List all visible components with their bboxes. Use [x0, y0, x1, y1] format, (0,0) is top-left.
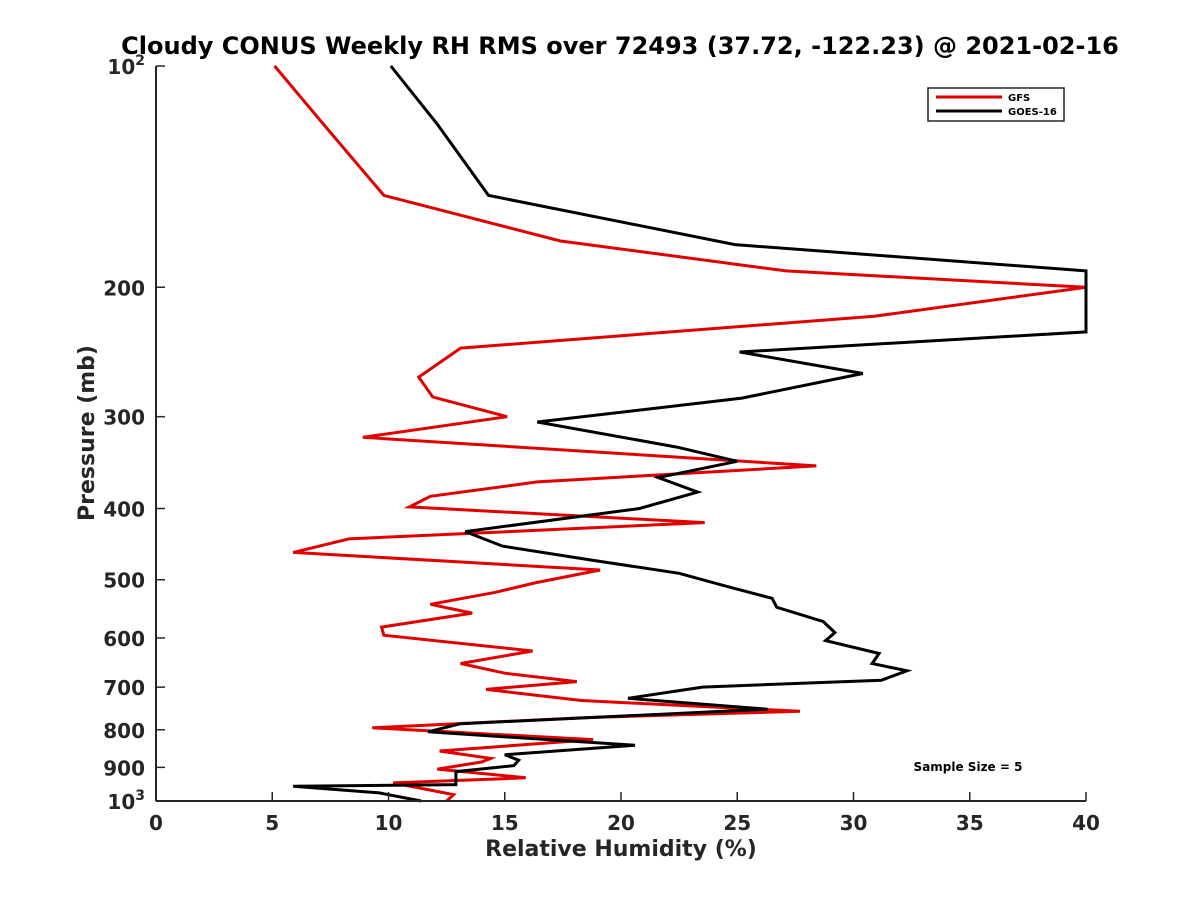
legend-label-gfs: GFS	[1008, 93, 1030, 104]
y-tick-label: 102	[107, 53, 145, 79]
sample-size-annotation: Sample Size = 5	[914, 760, 1023, 774]
x-tick-label: 20	[607, 811, 635, 835]
series-layer	[273, 65, 1088, 803]
x-tick-label: 10	[375, 811, 403, 835]
series-line-gfs	[273, 65, 1087, 803]
y-tick-label: 800	[103, 719, 145, 743]
plot-area	[155, 65, 1088, 803]
x-tick-label: 35	[956, 811, 984, 835]
y-axis-ticks: 102 200 300 400 500 600 700 800 900 103	[103, 53, 165, 814]
x-tick-label: 15	[491, 811, 519, 835]
x-tick-label: 0	[149, 811, 163, 835]
chart-title: Cloudy CONUS Weekly RH RMS over 72493 (3…	[121, 32, 1119, 60]
x-tick-label: 5	[265, 811, 279, 835]
y-tick-label: 500	[103, 569, 145, 593]
y-tick-label: 900	[103, 756, 145, 780]
legend-box	[927, 87, 1065, 122]
y-tick-label: 103	[107, 788, 145, 814]
x-axis-label: Relative Humidity (%)	[485, 837, 757, 862]
y-tick-label: 300	[103, 406, 145, 430]
y-axis-label: Pressure (mb)	[75, 345, 100, 521]
x-tick-label: 25	[723, 811, 751, 835]
legend-label-goes16: GOES-16	[1008, 107, 1057, 118]
y-tick-label: 700	[103, 676, 145, 700]
x-axis-ticks: 0 5 10 15 20 25 30 35 40	[149, 792, 1100, 835]
series-line-goes16	[293, 65, 1088, 803]
y-tick-label: 200	[103, 276, 145, 300]
y-tick-label: 400	[103, 498, 145, 522]
y-tick-label: 600	[103, 627, 145, 651]
legend: GFS GOES-16	[927, 87, 1065, 122]
x-tick-label: 30	[840, 811, 868, 835]
x-tick-label: 40	[1072, 811, 1100, 835]
